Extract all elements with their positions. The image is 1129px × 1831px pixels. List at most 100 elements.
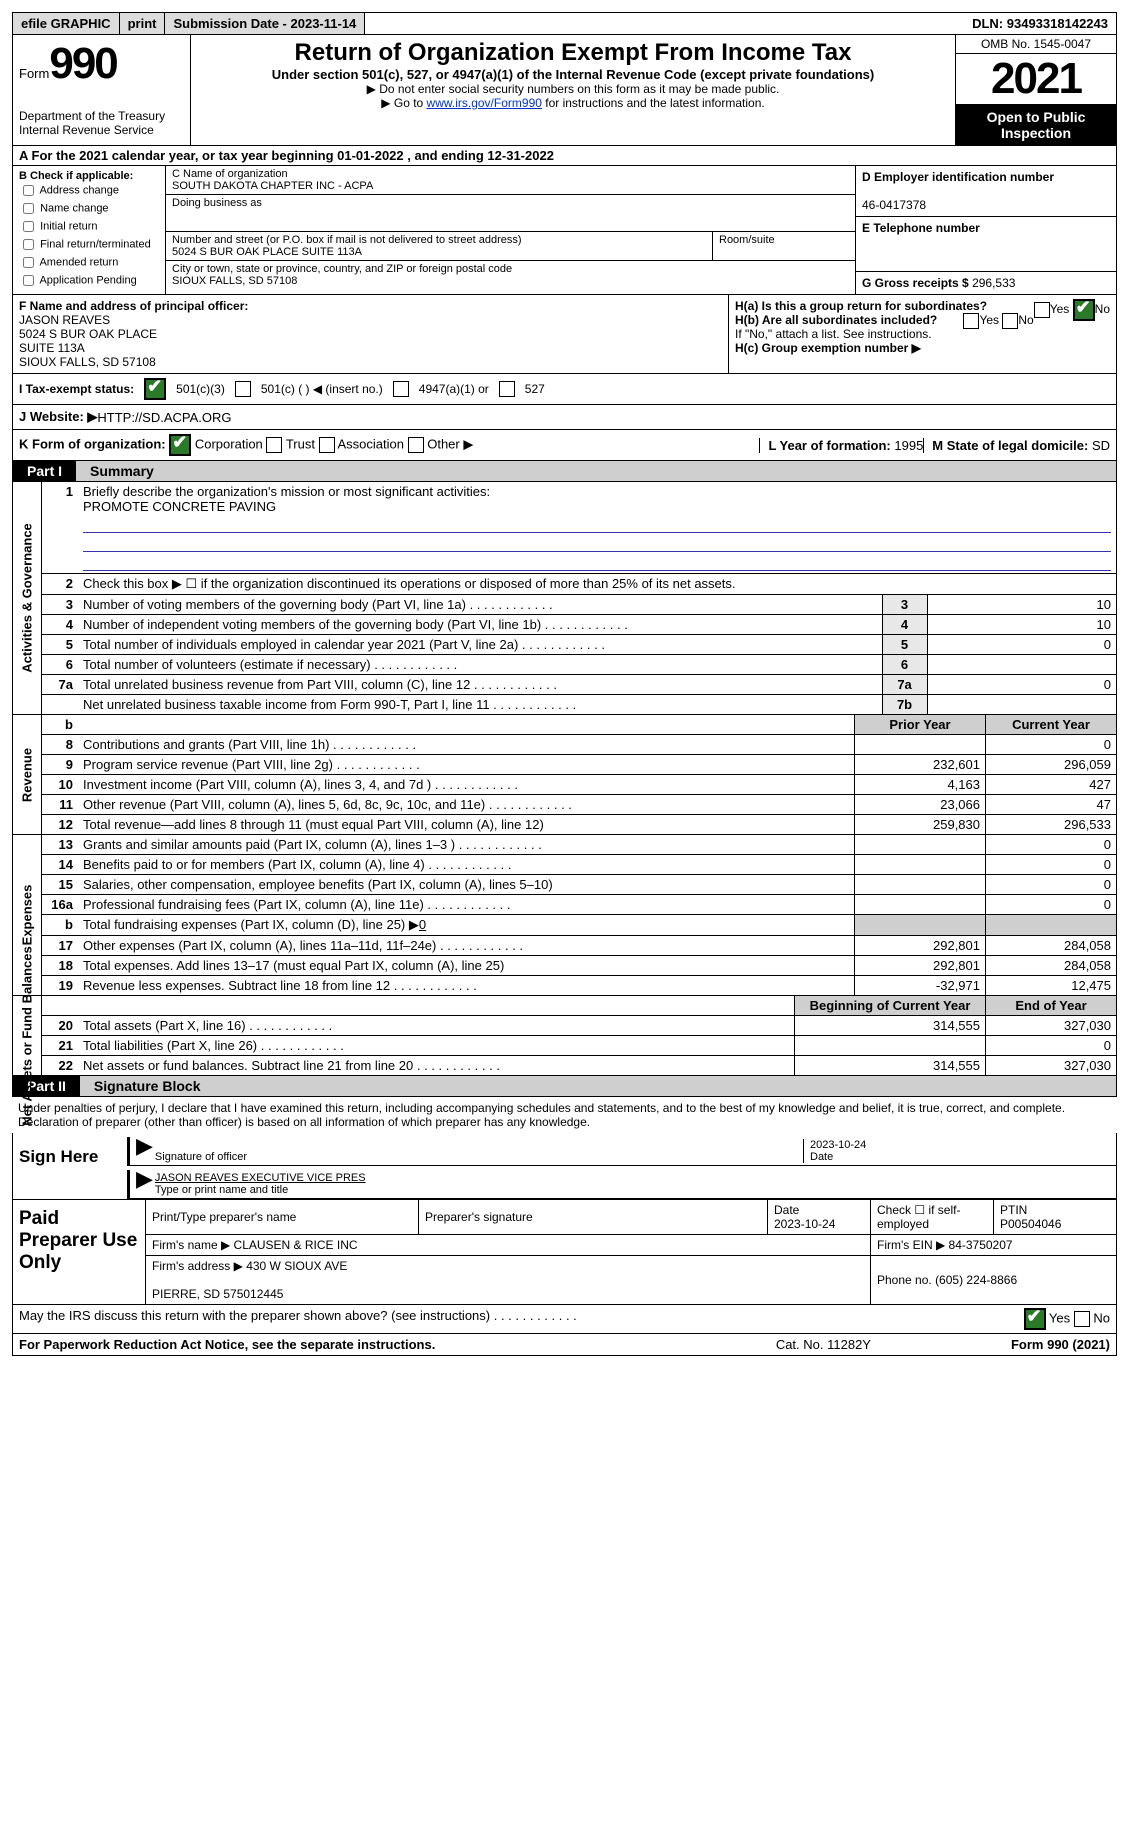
l10: Investment income (Part VIII, column (A)… bbox=[83, 777, 518, 792]
firm-name: CLAUSEN & RICE INC bbox=[234, 1238, 358, 1252]
may-yes-checkbox[interactable] bbox=[1024, 1308, 1046, 1330]
v7a: 0 bbox=[927, 675, 1116, 695]
block-fh: F Name and address of principal officer:… bbox=[12, 295, 1117, 374]
e-label: E Telephone number bbox=[862, 221, 980, 235]
cb-assoc[interactable] bbox=[319, 437, 335, 453]
cb-corp[interactable] bbox=[169, 434, 191, 456]
form-note2: ▶ Go to www.irs.gov/Form990 for instruct… bbox=[197, 96, 949, 110]
tax-year: 2021 bbox=[956, 54, 1116, 105]
v3: 10 bbox=[927, 595, 1116, 615]
section-governance: Activities & Governance 1 Briefly descri… bbox=[12, 482, 1117, 715]
self-employed[interactable]: Check ☐ if self-employed bbox=[871, 1200, 994, 1235]
ein: 46-0417378 bbox=[862, 198, 926, 212]
l4: Number of independent voting members of … bbox=[83, 617, 628, 632]
cb-other[interactable] bbox=[408, 437, 424, 453]
col-b: B Check if applicable: Address change Na… bbox=[13, 166, 166, 294]
sign-block: Sign Here ▶ Signature of officer 2023-10… bbox=[12, 1133, 1117, 1200]
cb-name-change[interactable]: Name change bbox=[19, 200, 159, 217]
cb-final-return[interactable]: Final return/terminated bbox=[19, 236, 159, 253]
v7b bbox=[927, 695, 1116, 715]
paperwork-notice: For Paperwork Reduction Act Notice, see … bbox=[19, 1337, 435, 1352]
current-hdr: Current Year bbox=[986, 715, 1117, 735]
l17: Other expenses (Part IX, column (A), lin… bbox=[83, 938, 523, 953]
l18: Total expenses. Add lines 13–17 (must eq… bbox=[83, 958, 504, 973]
cb-initial-return[interactable]: Initial return bbox=[19, 218, 159, 235]
submission-date: Submission Date - 2023-11-14 bbox=[165, 13, 365, 34]
ha-no-checkbox[interactable] bbox=[1073, 299, 1095, 321]
l12: Total revenue—add lines 8 through 11 (mu… bbox=[83, 817, 544, 832]
efile-label: efile GRAPHIC bbox=[13, 13, 120, 34]
prep-date: 2023-10-24 bbox=[774, 1217, 835, 1231]
l21: Total liabilities (Part X, line 26) bbox=[83, 1038, 344, 1053]
section-netassets: Net Assets or Fund Balances Beginning of… bbox=[12, 996, 1117, 1076]
may-no-checkbox[interactable] bbox=[1074, 1311, 1090, 1327]
firm-phone: (605) 224-8866 bbox=[935, 1273, 1017, 1287]
cb-501c3[interactable] bbox=[144, 378, 166, 400]
cb-address-change[interactable]: Address change bbox=[19, 182, 159, 199]
cb-pending[interactable]: Application Pending bbox=[19, 272, 159, 289]
perjury-declaration: Under penalties of perjury, I declare th… bbox=[12, 1097, 1117, 1133]
section-expenses: Expenses 13Grants and similar amounts pa… bbox=[12, 835, 1117, 996]
form-number: 990 bbox=[49, 39, 116, 88]
cb-trust[interactable] bbox=[266, 437, 282, 453]
omb-number: OMB No. 1545-0047 bbox=[956, 35, 1116, 54]
print-button[interactable]: print bbox=[120, 13, 166, 34]
block-bcd: B Check if applicable: Address change Na… bbox=[12, 166, 1117, 295]
v5: 0 bbox=[927, 635, 1116, 655]
sign-here-label: Sign Here bbox=[13, 1133, 117, 1199]
row-j: J Website: ▶ HTTP://SD.ACPA.ORG bbox=[12, 405, 1117, 430]
may-discuss-row: May the IRS discuss this return with the… bbox=[12, 1305, 1117, 1334]
l15: Salaries, other compensation, employee b… bbox=[83, 877, 553, 892]
l2: Check this box ▶ ☐ if the organization d… bbox=[78, 574, 1116, 595]
cb-501c[interactable] bbox=[235, 381, 251, 397]
cat-no: Cat. No. 11282Y bbox=[776, 1337, 871, 1352]
cb-4947[interactable] bbox=[393, 381, 409, 397]
c-label: C Name of organization bbox=[172, 168, 849, 180]
l16b: Total fundraising expenses (Part IX, col… bbox=[83, 917, 419, 932]
state-domicile: SD bbox=[1092, 438, 1110, 453]
top-bar: efile GRAPHIC print Submission Date - 20… bbox=[12, 12, 1117, 35]
side-net: Net Assets or Fund Balances bbox=[20, 946, 35, 1125]
col-d: D Employer identification number 46-0417… bbox=[855, 166, 1116, 294]
street-label: Number and street (or P.O. box if mail i… bbox=[172, 234, 706, 246]
hc-row: H(c) Group exemption number ▶ bbox=[735, 341, 1110, 355]
l7b: Net unrelated business taxable income fr… bbox=[83, 697, 576, 712]
l20: Total assets (Part X, line 16) bbox=[83, 1018, 332, 1033]
row-a: A For the 2021 calendar year, or tax yea… bbox=[12, 146, 1117, 166]
l14: Benefits paid to or for members (Part IX… bbox=[83, 857, 511, 872]
side-exp: Expenses bbox=[20, 885, 35, 946]
side-gov: Activities & Governance bbox=[20, 523, 35, 673]
v4: 10 bbox=[927, 615, 1116, 635]
col-b-label: B Check if applicable: bbox=[19, 170, 159, 182]
cb-527[interactable] bbox=[499, 381, 515, 397]
cb-amended[interactable]: Amended return bbox=[19, 254, 159, 271]
l9: Program service revenue (Part VIII, line… bbox=[83, 757, 420, 772]
sig-officer-label: Signature of officer bbox=[155, 1151, 247, 1163]
form-word: Form bbox=[19, 66, 49, 81]
sig-date: 2023-10-24 bbox=[810, 1139, 866, 1151]
ha-yes-checkbox[interactable] bbox=[1034, 302, 1050, 318]
dln: DLN: 93493318142243 bbox=[964, 13, 1116, 34]
l5: Total number of individuals employed in … bbox=[83, 637, 605, 652]
col-c: C Name of organization SOUTH DAKOTA CHAP… bbox=[166, 166, 855, 294]
row-i: I Tax-exempt status: 501(c)(3) 501(c) ( … bbox=[12, 374, 1117, 405]
dba-label: Doing business as bbox=[166, 195, 855, 232]
hb-no-checkbox[interactable] bbox=[1002, 313, 1018, 329]
ha-row: H(a) Is this a group return for subordin… bbox=[735, 299, 1110, 313]
irs-link[interactable]: www.irs.gov/Form990 bbox=[427, 96, 542, 110]
footer-row: For Paperwork Reduction Act Notice, see … bbox=[12, 1334, 1117, 1356]
h-block: H(a) Is this a group return for subordin… bbox=[729, 295, 1116, 373]
city: SIOUX FALLS, SD 57108 bbox=[172, 275, 849, 287]
website-url: HTTP://SD.ACPA.ORG bbox=[97, 410, 231, 425]
year-formation: 1995 bbox=[894, 438, 923, 453]
form-subtitle: Under section 501(c), 527, or 4947(a)(1)… bbox=[197, 67, 949, 82]
org-name: SOUTH DAKOTA CHAPTER INC - ACPA bbox=[172, 180, 849, 192]
street: 5024 S BUR OAK PLACE SUITE 113A bbox=[172, 246, 706, 258]
l6: Total number of volunteers (estimate if … bbox=[83, 657, 457, 672]
firm-addr2: PIERRE, SD 575012445 bbox=[152, 1287, 283, 1301]
hb-yes-checkbox[interactable] bbox=[963, 313, 979, 329]
section-revenue: Revenue bPrior YearCurrent Year 8Contrib… bbox=[12, 715, 1117, 835]
gross-receipts: 296,533 bbox=[972, 276, 1015, 290]
row-k: K Form of organization: Corporation Trus… bbox=[12, 430, 1117, 461]
firm-ein: 84-3750207 bbox=[949, 1238, 1013, 1252]
